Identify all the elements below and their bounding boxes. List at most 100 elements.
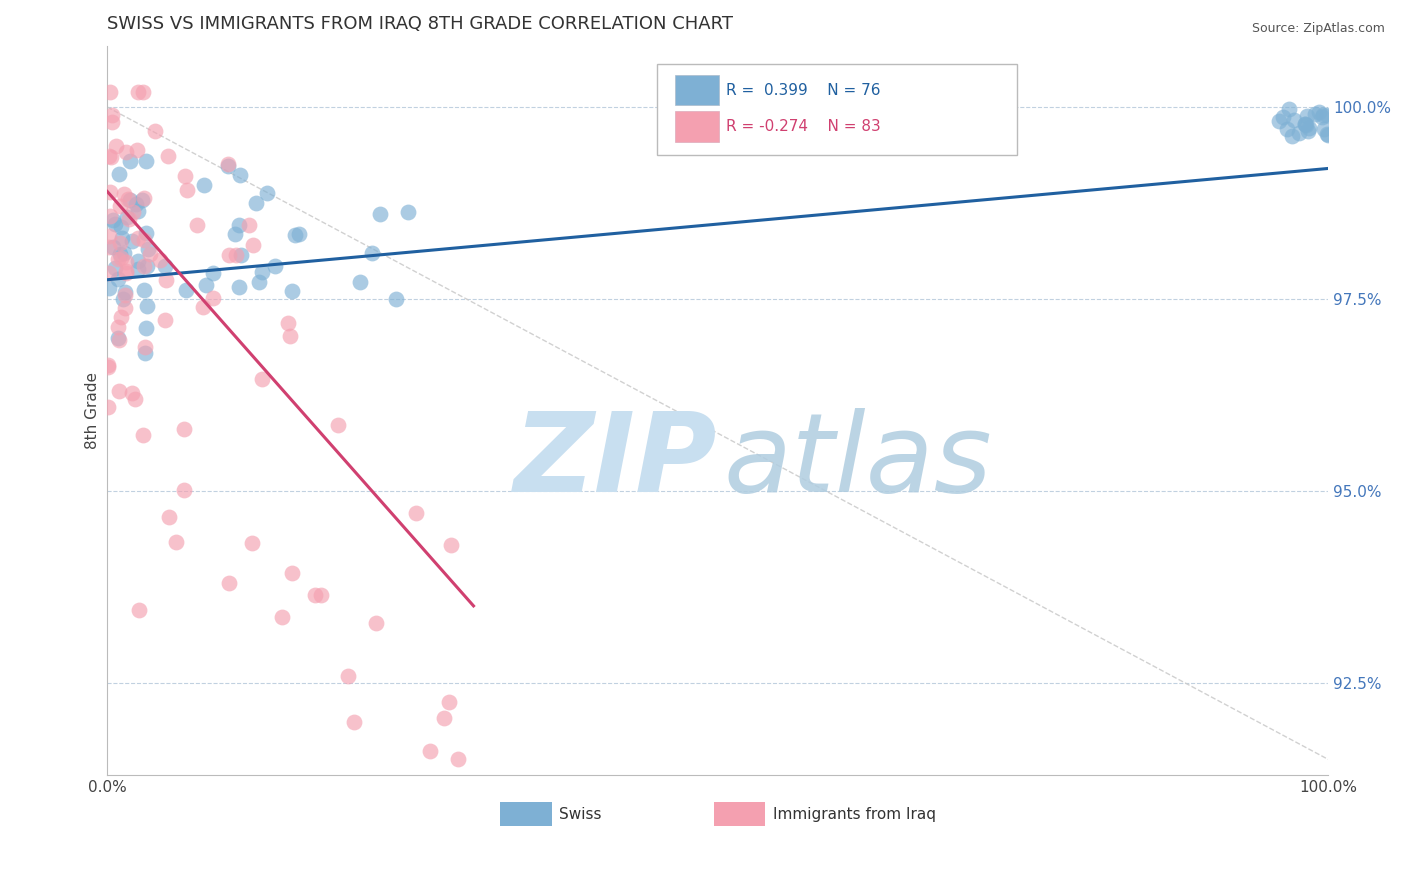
- Point: [149, 252, 172, 267]
- Point: [224, 227, 246, 242]
- Point: [127, 204, 149, 219]
- Point: [405, 506, 427, 520]
- Point: [173, 483, 195, 497]
- Point: [217, 159, 239, 173]
- Text: Source: ZipAtlas.com: Source: ZipAtlas.com: [1251, 22, 1385, 36]
- Point: [97, 266, 120, 280]
- Point: [114, 186, 136, 201]
- Point: [1312, 121, 1334, 136]
- Point: [134, 345, 156, 359]
- Point: [250, 265, 273, 279]
- Point: [242, 238, 264, 252]
- Point: [281, 566, 304, 581]
- Point: [107, 333, 129, 347]
- Point: [437, 695, 460, 709]
- Point: [104, 261, 127, 276]
- Point: [218, 248, 240, 262]
- Point: [1316, 128, 1339, 142]
- Point: [1295, 109, 1317, 123]
- FancyBboxPatch shape: [501, 802, 551, 827]
- Point: [127, 144, 149, 158]
- Point: [238, 218, 260, 232]
- Point: [110, 220, 132, 235]
- Point: [117, 192, 139, 206]
- Point: [174, 283, 197, 297]
- Point: [100, 150, 122, 164]
- Point: [97, 400, 120, 414]
- Point: [284, 227, 307, 242]
- Text: SWISS VS IMMIGRANTS FROM IRAQ 8TH GRADE CORRELATION CHART: SWISS VS IMMIGRANTS FROM IRAQ 8TH GRADE …: [107, 15, 734, 33]
- Point: [156, 149, 179, 163]
- Point: [98, 85, 121, 99]
- Point: [131, 85, 153, 99]
- Point: [132, 428, 155, 442]
- Point: [121, 385, 143, 400]
- Point: [157, 510, 180, 524]
- Point: [108, 384, 131, 399]
- Point: [155, 273, 177, 287]
- Point: [101, 114, 124, 128]
- Point: [114, 255, 136, 269]
- Point: [1316, 128, 1339, 142]
- Point: [252, 372, 274, 386]
- Point: [202, 292, 225, 306]
- Point: [98, 185, 121, 199]
- Point: [271, 610, 294, 624]
- Point: [112, 246, 135, 260]
- Point: [136, 243, 159, 257]
- Point: [165, 535, 187, 549]
- Point: [193, 178, 215, 192]
- Point: [440, 538, 463, 552]
- Point: [111, 293, 134, 307]
- Point: [127, 231, 149, 245]
- Point: [132, 191, 155, 205]
- Point: [108, 236, 131, 251]
- Point: [107, 331, 129, 345]
- Point: [134, 259, 156, 273]
- Text: ZIP: ZIP: [515, 408, 717, 515]
- Point: [433, 711, 456, 725]
- FancyBboxPatch shape: [714, 802, 765, 827]
- Point: [1272, 111, 1295, 125]
- Point: [127, 253, 149, 268]
- FancyBboxPatch shape: [657, 64, 1017, 155]
- Point: [278, 329, 301, 343]
- Text: atlas: atlas: [724, 408, 993, 515]
- Point: [114, 287, 136, 301]
- Point: [107, 272, 129, 286]
- Point: [228, 218, 250, 232]
- Point: [256, 186, 278, 200]
- Point: [127, 85, 149, 99]
- Point: [131, 193, 153, 207]
- Point: [108, 246, 131, 260]
- Point: [287, 227, 309, 242]
- Point: [263, 259, 285, 273]
- Point: [304, 588, 326, 602]
- Point: [396, 205, 419, 219]
- Text: R = -0.274    N = 83: R = -0.274 N = 83: [727, 120, 882, 134]
- Point: [173, 422, 195, 436]
- Point: [118, 212, 141, 227]
- Point: [111, 230, 134, 244]
- Point: [1294, 117, 1316, 131]
- Point: [136, 259, 159, 273]
- Point: [225, 248, 247, 262]
- Point: [240, 536, 263, 550]
- Point: [117, 210, 139, 224]
- Text: R =  0.399    N = 76: R = 0.399 N = 76: [727, 83, 880, 97]
- Point: [115, 267, 138, 281]
- Text: Immigrants from Iraq: Immigrants from Iraq: [773, 806, 935, 822]
- Point: [281, 285, 304, 299]
- Point: [101, 213, 124, 227]
- Point: [114, 285, 136, 300]
- Point: [114, 301, 136, 316]
- Point: [1308, 105, 1330, 120]
- Point: [447, 752, 470, 766]
- Point: [107, 320, 129, 334]
- Point: [124, 392, 146, 407]
- Point: [245, 196, 267, 211]
- Point: [122, 205, 145, 219]
- Point: [97, 358, 120, 372]
- Point: [384, 292, 406, 306]
- Point: [127, 261, 149, 276]
